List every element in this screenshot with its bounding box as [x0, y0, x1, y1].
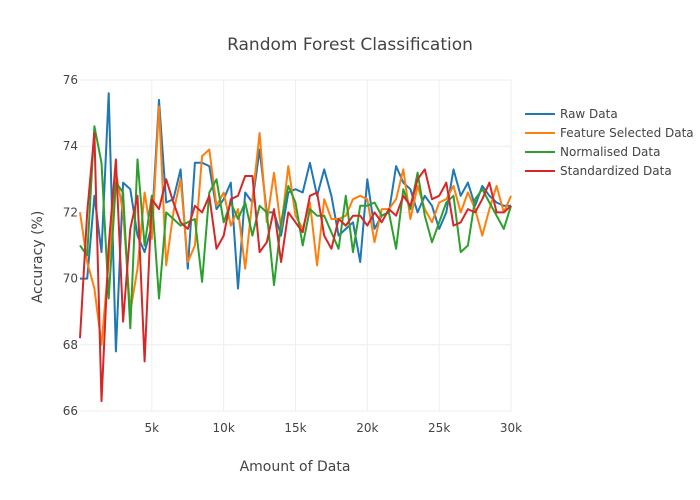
chart-title: Random Forest Classification: [227, 35, 473, 55]
legend-item[interactable]: Raw Data: [525, 107, 618, 121]
x-tick-label: 10k: [213, 421, 235, 435]
y-tick-label: 70: [63, 272, 78, 286]
legend-item[interactable]: Normalised Data: [525, 145, 660, 159]
y-tick-label: 66: [63, 404, 78, 418]
series-lines: [79, 92, 512, 403]
x-tick-label: 30k: [500, 421, 522, 435]
y-tick-label: 74: [63, 139, 78, 153]
series-line-normalised-data[interactable]: [79, 125, 512, 330]
y-tick-label: 72: [63, 205, 78, 219]
series-line-standardized-data[interactable]: [79, 132, 512, 403]
legend-label: Raw Data: [560, 107, 618, 121]
y-tick-label: 76: [63, 73, 78, 87]
x-axis-title: Amount of Data: [240, 459, 351, 475]
x-tick-label: 20k: [356, 421, 378, 435]
x-tick-label: 5k: [145, 421, 160, 435]
series-line-feature-selected-data[interactable]: [79, 105, 512, 346]
y-axis-title: Accuracy (%): [30, 211, 46, 304]
legend: Raw Data Feature Selected Data Normalised …: [525, 107, 694, 178]
legend-item[interactable]: Feature Selected Data: [525, 126, 694, 140]
tick-labels: 66 68 70 72 74 76 5k 10k 15k 20k 25k 30k: [63, 73, 522, 435]
legend-label: Standardized Data: [560, 164, 672, 178]
x-tick-label: 25k: [428, 421, 450, 435]
legend-label: Feature Selected Data: [560, 126, 694, 140]
legend-label: Normalised Data: [560, 145, 660, 159]
x-tick-label: 15k: [284, 421, 306, 435]
y-tick-label: 68: [63, 338, 78, 352]
legend-item[interactable]: Standardized Data: [525, 164, 672, 178]
